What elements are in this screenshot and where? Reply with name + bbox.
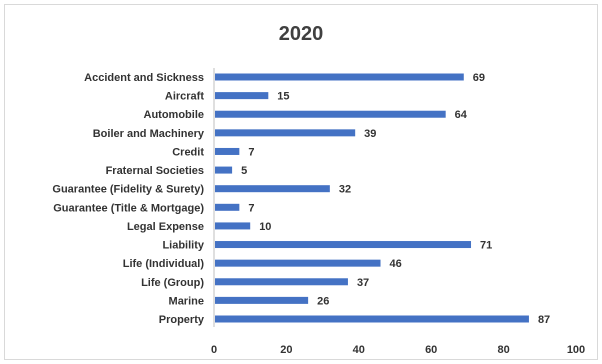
data-label: 5 bbox=[241, 165, 247, 177]
x-tick-label: 60 bbox=[425, 344, 437, 356]
category-label: Legal Expense bbox=[127, 221, 204, 233]
data-label: 7 bbox=[248, 202, 254, 214]
category-label: Guarantee (Title & Mortgage) bbox=[53, 202, 204, 214]
data-label: 69 bbox=[473, 72, 485, 84]
category-label: Property bbox=[159, 314, 205, 326]
category-label: Liability bbox=[162, 240, 204, 252]
data-label: 15 bbox=[277, 91, 289, 103]
bar bbox=[215, 166, 233, 174]
bar bbox=[215, 241, 472, 249]
bar bbox=[215, 147, 240, 155]
x-tick-label: 40 bbox=[353, 344, 365, 356]
category-label: Accident and Sickness bbox=[84, 72, 204, 84]
data-label: 39 bbox=[364, 128, 376, 140]
data-label: 37 bbox=[357, 277, 369, 289]
x-tick-label: 100 bbox=[567, 344, 585, 356]
category-label: Fraternal Societies bbox=[106, 165, 204, 177]
bar bbox=[215, 73, 464, 81]
category-label: Marine bbox=[169, 295, 204, 307]
bar bbox=[215, 110, 446, 118]
category-label: Aircraft bbox=[165, 91, 204, 103]
bar bbox=[215, 296, 309, 304]
chart-title: 2020 bbox=[278, 23, 324, 45]
category-label: Credit bbox=[172, 146, 204, 158]
x-tick-label: 20 bbox=[280, 344, 292, 356]
bar bbox=[215, 92, 269, 100]
data-label: 26 bbox=[317, 295, 329, 307]
bar bbox=[215, 259, 381, 267]
bar bbox=[215, 278, 348, 286]
bar bbox=[215, 203, 240, 211]
category-label: Boiler and Machinery bbox=[93, 128, 205, 140]
data-label: 7 bbox=[248, 146, 254, 158]
category-label: Life (Individual) bbox=[123, 258, 205, 270]
category-label: Guarantee (Fidelity & Surety) bbox=[52, 184, 204, 196]
bar bbox=[215, 185, 330, 193]
x-tick-label: 80 bbox=[497, 344, 509, 356]
x-tick-label: 0 bbox=[211, 344, 217, 356]
data-label: 32 bbox=[339, 184, 351, 196]
bar bbox=[215, 222, 251, 230]
data-label: 71 bbox=[480, 240, 492, 252]
bar bbox=[215, 315, 529, 323]
category-label: Life (Group) bbox=[141, 277, 204, 289]
data-label: 87 bbox=[538, 314, 550, 326]
category-label: Automobile bbox=[144, 109, 205, 121]
data-label: 46 bbox=[390, 258, 402, 270]
bar bbox=[215, 129, 356, 137]
data-label: 64 bbox=[455, 109, 468, 121]
data-label: 10 bbox=[259, 221, 271, 233]
